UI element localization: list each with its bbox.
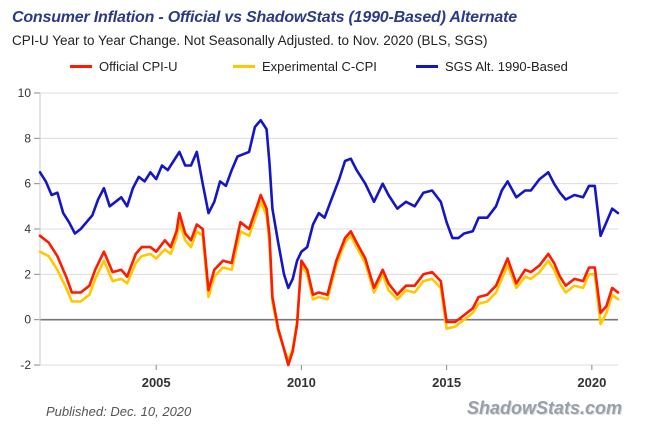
y-tick-label: 2: [24, 267, 31, 281]
series-line-official-cpi-u: [38, 193, 620, 367]
chart-title: Consumer Inflation - Official vs ShadowS…: [12, 9, 517, 26]
legend: Official CPI-U Experimental C-CPI SGS Al…: [0, 55, 646, 77]
y-tick-label: 10: [18, 86, 32, 100]
legend-swatch-experimental: [233, 64, 255, 68]
legend-item-sgs-alternate: SGS Alt. 1990-Based: [416, 55, 568, 77]
series-line-sgs-alt-1990-based: [38, 118, 620, 290]
y-tick-label: 8: [24, 131, 31, 145]
x-tick-label: 2005: [142, 375, 171, 390]
legend-item-official-cpi-u: Official CPI-U: [70, 55, 178, 77]
y-tick-label: 6: [24, 177, 31, 191]
x-tick-label: 2015: [432, 375, 461, 390]
y-tick-label: 4: [24, 222, 31, 236]
legend-swatch-sgs: [416, 64, 438, 68]
source-watermark: ShadowStats.com: [466, 398, 622, 418]
legend-swatch-official: [70, 64, 92, 68]
published-date: Published: Dec. 10, 2020: [46, 404, 192, 419]
legend-label-official: Official CPI-U: [99, 58, 178, 74]
series-line-experimental-c-cpi: [38, 200, 620, 362]
x-tick-label: 2010: [287, 375, 316, 390]
chart-subtitle: CPI-U Year to Year Change. Not Seasonall…: [12, 33, 488, 48]
y-tick-label: -2: [20, 358, 31, 372]
legend-item-experimental-c-cpi: Experimental C-CPI: [233, 55, 377, 77]
legend-label-sgs: SGS Alt. 1990-Based: [445, 58, 568, 74]
y-tick-label: 0: [24, 313, 31, 327]
legend-label-experimental: Experimental C-CPI: [262, 58, 377, 74]
x-tick-label: 2020: [577, 375, 606, 390]
